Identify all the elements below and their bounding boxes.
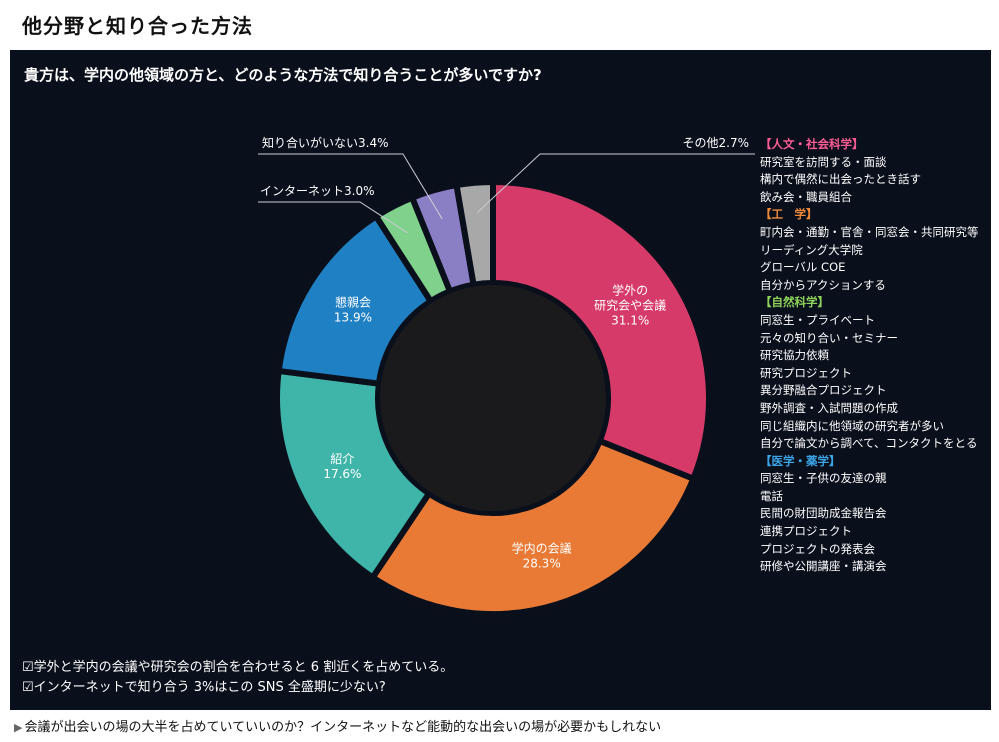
- slice-3: [274, 367, 434, 582]
- legend-item: 電話: [760, 488, 783, 503]
- legend-item: 連携プロジェクト: [760, 524, 852, 539]
- legend-group-heading: 【自然科学】: [760, 295, 829, 310]
- notes: ☑学外と学内の会議や研究会の割合を合わせると 6 割近くを占めている。 ☑インタ…: [22, 658, 453, 698]
- note-item: ☑インターネットで知り合う 3%はこの SNS 全盛期に少ない?: [22, 680, 386, 695]
- note-item: ☑学外と学内の会議や研究会の割合を合わせると 6 割近くを占めている。: [22, 660, 454, 675]
- legend-item: 自分で論文から調べて、コンタクトをとる: [760, 436, 978, 451]
- legend-item: グローバル COE: [760, 260, 846, 275]
- legend-item: 異分野融合プロジェクト: [760, 383, 887, 398]
- leader-line: [476, 153, 755, 214]
- legend-item: 構内で偶然に出会ったとき話す: [760, 172, 921, 187]
- page-title: 他分野と知り合った方法: [22, 14, 253, 38]
- legend-item: 自分からアクションする: [760, 277, 886, 292]
- legend-item: リーディング大学院: [760, 242, 863, 257]
- legend-item: 民間の財団助成金報告会: [760, 506, 887, 521]
- slice-value-label: 13.9%: [334, 310, 372, 324]
- legend-group-heading: 【医学・薬学】: [760, 453, 841, 468]
- legend-item: 研修や公開講座・講演会: [760, 559, 887, 574]
- legend-item: 町内会・通勤・官舎・同窓会・共同研究等: [760, 224, 979, 239]
- legend-item: 研究室を訪問する・面談: [760, 154, 887, 169]
- footer-comment: ▶ 会議が出会いの場の大半を占めていていいのか？インターネットなど能動的な出会いの…: [14, 716, 661, 735]
- legend-item: プロジェクトの発表会: [760, 541, 875, 556]
- slice-2: [368, 437, 698, 617]
- legend-item: 同じ組織内に他領域の研究者が多い: [760, 418, 944, 433]
- legend-group-heading: 【工 学】: [760, 207, 818, 222]
- slice-label: 懇親会: [335, 294, 371, 309]
- triangle-marker-icon: ▶: [14, 721, 23, 734]
- legend-item: 研究協力依頼: [760, 348, 829, 363]
- slice-7: [453, 178, 496, 289]
- donut-hole: [380, 285, 606, 511]
- slice-value-label: 28.3%: [523, 557, 561, 571]
- survey-question: 貴方は、学内の他領域の方と、どのような方法で知り合うことが多いですか?: [24, 66, 542, 84]
- slice-1: [490, 178, 712, 483]
- legend-item: 飲み会・職員組合: [760, 189, 852, 204]
- slice-outside-label: 知り合いがいない3.4%: [262, 135, 389, 150]
- slice-value-label: 31.1%: [611, 313, 649, 327]
- slice-label: 学外の: [612, 282, 648, 297]
- slice-label: 紹介: [330, 452, 354, 466]
- footer-text: 会議が出会いの場の大半を占めていていいのか？インターネットなど能動的な出会いの場…: [24, 720, 662, 735]
- chart-panel: 貴方は、学内の他領域の方と、どのような方法で知り合うことが多いですか? 学外の研…: [10, 50, 991, 710]
- leader-line: [258, 201, 408, 234]
- legend-item: 同窓生・子供の友達の親: [760, 471, 887, 486]
- legend-item: 元々の知り合い・セミナー: [760, 330, 898, 345]
- slice-label: 研究会や会議: [594, 297, 666, 312]
- slice-value-label: 17.6%: [323, 467, 361, 481]
- legend-group-heading: 【人文・社会科学】: [760, 137, 864, 151]
- leader-line: [258, 153, 443, 220]
- legend-item: 研究プロジェクト: [760, 365, 852, 380]
- legend-item: 同窓生・プライベート: [760, 312, 875, 327]
- legend-item: 野外調査・入試問題の作成: [760, 400, 898, 415]
- slice-outside-label: インターネット3.0%: [260, 184, 375, 198]
- category-legend: 【人文・社会科学】研究室を訪問する・面談構内で偶然に出会ったとき話す 飲み会・職員…: [760, 136, 979, 576]
- slice-label: 学内の会議: [512, 541, 572, 556]
- slice-outside-label: その他2.7%: [683, 136, 750, 150]
